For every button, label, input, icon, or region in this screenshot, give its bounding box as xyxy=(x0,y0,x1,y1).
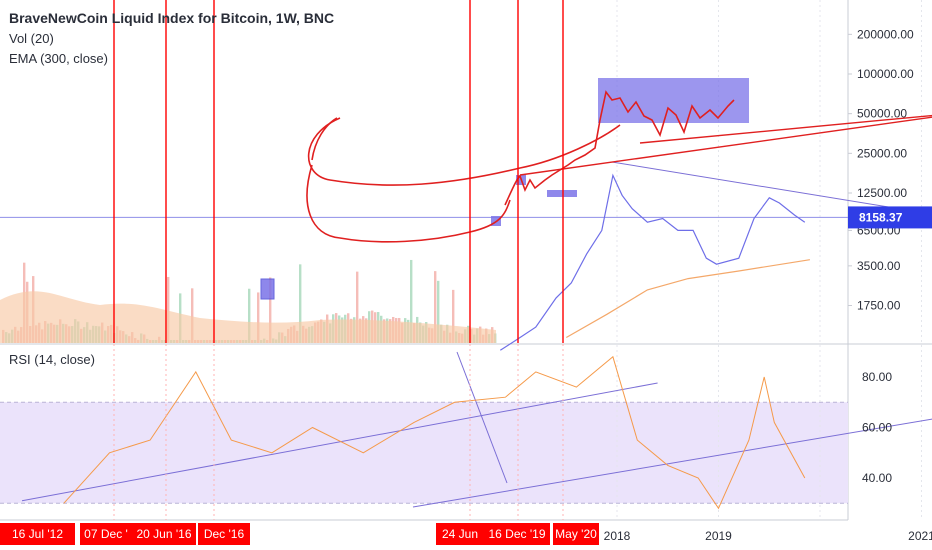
volume-bar xyxy=(410,259,413,343)
volume-indicator-label: Vol (20) xyxy=(9,31,54,46)
time-axis-label: 2019 xyxy=(705,529,732,543)
rsi-trendline-ascending xyxy=(21,382,658,502)
volume-bar xyxy=(299,264,302,343)
date-marker-label: 20 Jun '16 xyxy=(136,527,191,541)
time-axis-label: 2018 xyxy=(604,529,631,543)
rsi-trendline-breakdown xyxy=(456,351,508,484)
volume-bar xyxy=(452,289,455,343)
time-axis-label: 2021 xyxy=(908,529,932,543)
projection-channel-lower xyxy=(639,114,932,144)
date-marker-badge xyxy=(553,523,599,545)
rsi-axis-label: 80.00 xyxy=(862,370,892,384)
volume-bar xyxy=(248,288,251,343)
highlight-box xyxy=(260,278,275,300)
date-marker-badge xyxy=(484,523,550,545)
volume-bar xyxy=(257,292,260,343)
date-marker-label: 16 Dec '19 xyxy=(489,527,546,541)
date-marker-badge xyxy=(198,523,250,545)
price-projection-path xyxy=(504,90,735,206)
date-marker-label: 24 Jun xyxy=(442,527,478,541)
date-marker-badge xyxy=(0,523,75,545)
volume-bar xyxy=(167,276,170,343)
current-price-label: 8158.37 xyxy=(859,210,903,224)
cup-handle-arc xyxy=(311,117,338,161)
price-axis-label: 200000.00 xyxy=(857,27,914,41)
target-zone-box xyxy=(598,78,749,123)
rsi-axis-label: 60.00 xyxy=(862,421,892,435)
price-axis-label: 50000.00 xyxy=(857,107,907,121)
date-marker-badge xyxy=(132,523,196,545)
current-price-badge xyxy=(848,206,932,229)
projection-channel-upper xyxy=(519,116,932,176)
date-marker-badge xyxy=(436,523,484,545)
volume-bar xyxy=(269,277,272,343)
price-series-line xyxy=(499,173,806,351)
date-marker-label: 16 Jul '12 xyxy=(12,527,63,541)
trendline-descending xyxy=(611,161,932,215)
date-marker-label: May '20 xyxy=(555,527,597,541)
ema-series-line xyxy=(566,259,810,339)
volume-bar xyxy=(356,271,359,343)
ema-indicator-label: EMA (300, close) xyxy=(9,51,108,66)
date-marker-badge xyxy=(80,523,132,545)
chart-title: BraveNewCoin Liquid Index for Bitcoin, 1… xyxy=(9,10,335,26)
cup-upper-arc xyxy=(307,117,621,186)
volume-ema-area xyxy=(0,291,496,343)
rsi-indicator-label: RSI (14, close) xyxy=(9,352,95,367)
rsi-band xyxy=(0,402,848,504)
price-axis-label: 3500.00 xyxy=(857,259,901,273)
volume-bar xyxy=(437,280,440,343)
highlight-box xyxy=(547,190,577,197)
cup-lower-arc xyxy=(306,164,511,243)
date-marker-label: 07 Dec ' xyxy=(84,527,128,541)
rsi-trendline-support xyxy=(412,418,932,508)
volume-bar xyxy=(191,288,194,343)
price-axis-label: 12500.00 xyxy=(857,186,907,200)
price-axis-label: 25000.00 xyxy=(857,146,907,160)
date-marker-label: Dec '16 xyxy=(204,527,245,541)
price-axis-label: 1750.00 xyxy=(857,299,901,313)
rsi-axis-label: 40.00 xyxy=(862,471,892,485)
volume-bar xyxy=(434,271,437,343)
price-axis-label: 100000.00 xyxy=(857,67,914,81)
